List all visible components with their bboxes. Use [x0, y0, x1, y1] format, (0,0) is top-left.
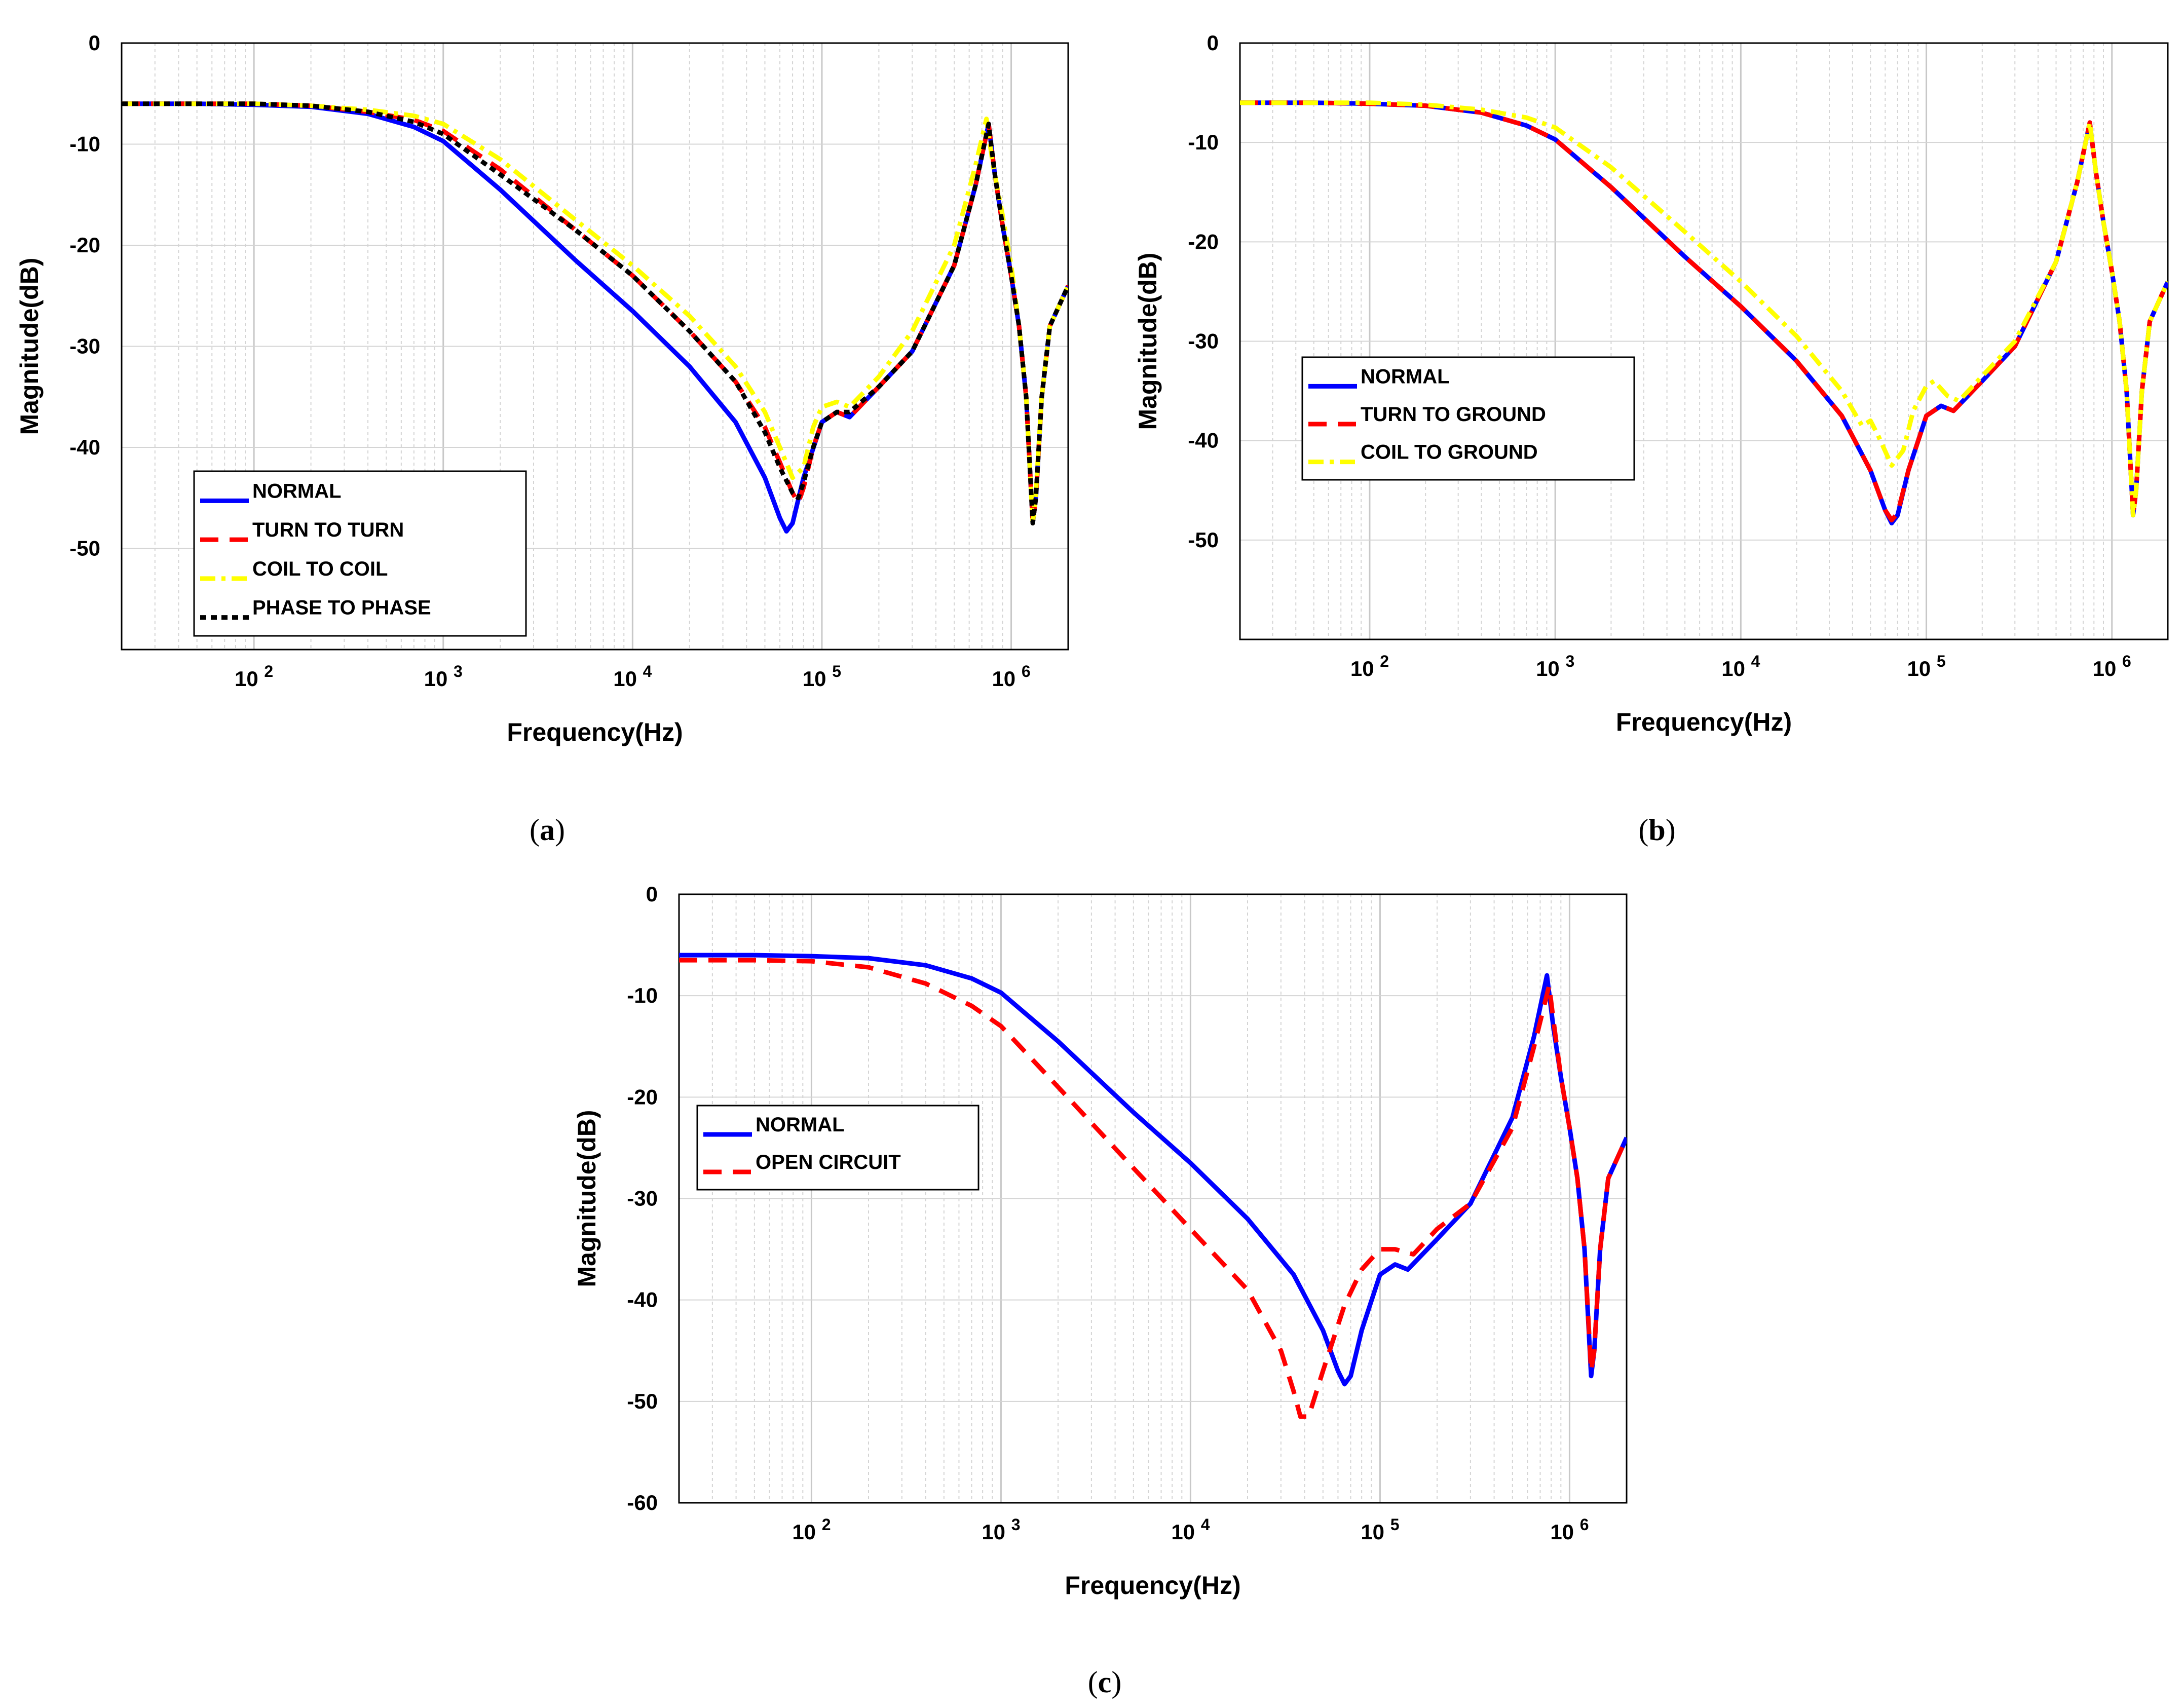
panel-c: 0 -10 -20 -30 -40 -50 -60 10 2 10 3 10 4 10 5 10 6 F… — [573, 882, 1628, 1699]
legend-box — [193, 470, 527, 637]
y-axis-label: Magnitude(dB) — [573, 1110, 601, 1287]
panel-a: 0 -10 -20 -30 -40 -50 10 2 10 3 10 4 10 5 10 6 Freq… — [15, 31, 1069, 847]
x-tick-label: 10 3 — [1536, 652, 1574, 680]
legend-label: NORMAL — [252, 480, 342, 502]
legend-label: NORMAL — [756, 1114, 845, 1136]
y-tick-label: -50 — [627, 1389, 658, 1413]
x-tick-label: 10 6 — [1550, 1515, 1589, 1544]
series-line-turn-to-ground — [1240, 100, 2168, 523]
y-tick-label: -30 — [1188, 329, 1219, 353]
y-tick-label: -10 — [1188, 130, 1219, 154]
y-tick-label: 0 — [1207, 31, 1219, 55]
x-tick-label: 10 6 — [992, 662, 1030, 691]
x-axis-label: Frequency(Hz) — [507, 718, 683, 746]
series-line-phase-to-phase — [122, 101, 1068, 526]
series-line-coil-to-ground — [1240, 100, 2168, 518]
x-tick-label: 10 2 — [792, 1515, 831, 1544]
series-line-normal — [122, 101, 1068, 534]
x-tick-label: 10 3 — [424, 662, 463, 691]
y-axis-label: Magnitude(dB) — [1134, 253, 1162, 430]
panel-caption: (a) — [530, 813, 565, 847]
panel-caption: (b) — [1638, 813, 1675, 847]
y-tick-label: -40 — [627, 1288, 658, 1312]
y-tick-label: -20 — [1188, 230, 1219, 253]
axes-frame — [678, 893, 1628, 1504]
y-tick-label: -60 — [627, 1491, 658, 1514]
y-tick-label: -10 — [69, 132, 100, 156]
axes-frame — [1239, 42, 2169, 640]
x-tick-label: 10 4 — [1721, 652, 1760, 680]
y-tick-label: -30 — [69, 334, 100, 358]
y-tick-label: -20 — [627, 1085, 658, 1109]
y-axis-label: Magnitude(dB) — [15, 258, 44, 435]
x-axis-label: Frequency(Hz) — [1616, 708, 1792, 736]
x-tick-label: 10 3 — [982, 1515, 1020, 1544]
y-tick-label: -30 — [627, 1187, 658, 1210]
y-tick-label: -40 — [1188, 429, 1219, 452]
legend-box — [1301, 356, 1635, 481]
legend-label: OPEN CIRCUIT — [756, 1151, 901, 1173]
y-tick-label: -40 — [69, 435, 100, 459]
x-tick-label: 10 2 — [235, 662, 273, 691]
x-tick-label: 10 5 — [803, 662, 841, 691]
y-tick-label: 0 — [89, 31, 100, 55]
panel-b: 0 -10 -20 -30 -40 -50 10 2 10 3 10 4 10 5 10 6 Freq… — [1134, 31, 2169, 847]
x-tick-label: 10 4 — [613, 662, 652, 691]
y-tick-label: -50 — [1188, 528, 1219, 552]
y-tick-label: -10 — [627, 983, 658, 1007]
x-tick-label: 10 2 — [1350, 652, 1389, 680]
x-tick-label: 10 5 — [1361, 1515, 1399, 1544]
x-tick-label: 10 5 — [1907, 652, 1945, 680]
panel-caption: (c) — [1088, 1665, 1122, 1699]
series-lines — [679, 953, 1627, 1419]
y-tick-label: -50 — [69, 537, 100, 560]
legend: NORMAL OPEN CIRCUIT — [696, 1105, 980, 1191]
legend-label: TURN TO TURN — [252, 519, 404, 541]
axes-frame — [121, 42, 1069, 651]
x-axis-label: Frequency(Hz) — [1065, 1571, 1240, 1600]
legend-label: NORMAL — [1361, 365, 1450, 388]
legend-label: COIL TO COIL — [252, 558, 388, 580]
legend-label: COIL TO GROUND — [1361, 441, 1538, 464]
series-lines — [1240, 100, 2168, 525]
y-tick-label: 0 — [646, 882, 658, 906]
legend: NORMAL TURN TO GROUND COIL TO GROUND — [1301, 356, 1635, 481]
y-tick-label: -20 — [69, 233, 100, 257]
x-tick-label: 10 6 — [2093, 652, 2131, 680]
legend-label: PHASE TO PHASE — [252, 597, 431, 619]
series-line-open-circuit — [679, 958, 1627, 1419]
series-lines — [122, 101, 1068, 534]
x-tick-label: 10 4 — [1171, 1515, 1210, 1544]
legend-label: TURN TO GROUND — [1361, 403, 1546, 426]
legend-box — [696, 1105, 980, 1191]
legend: NORMAL TURN TO TURN COIL TO COIL PHASE TO P… — [193, 470, 527, 637]
